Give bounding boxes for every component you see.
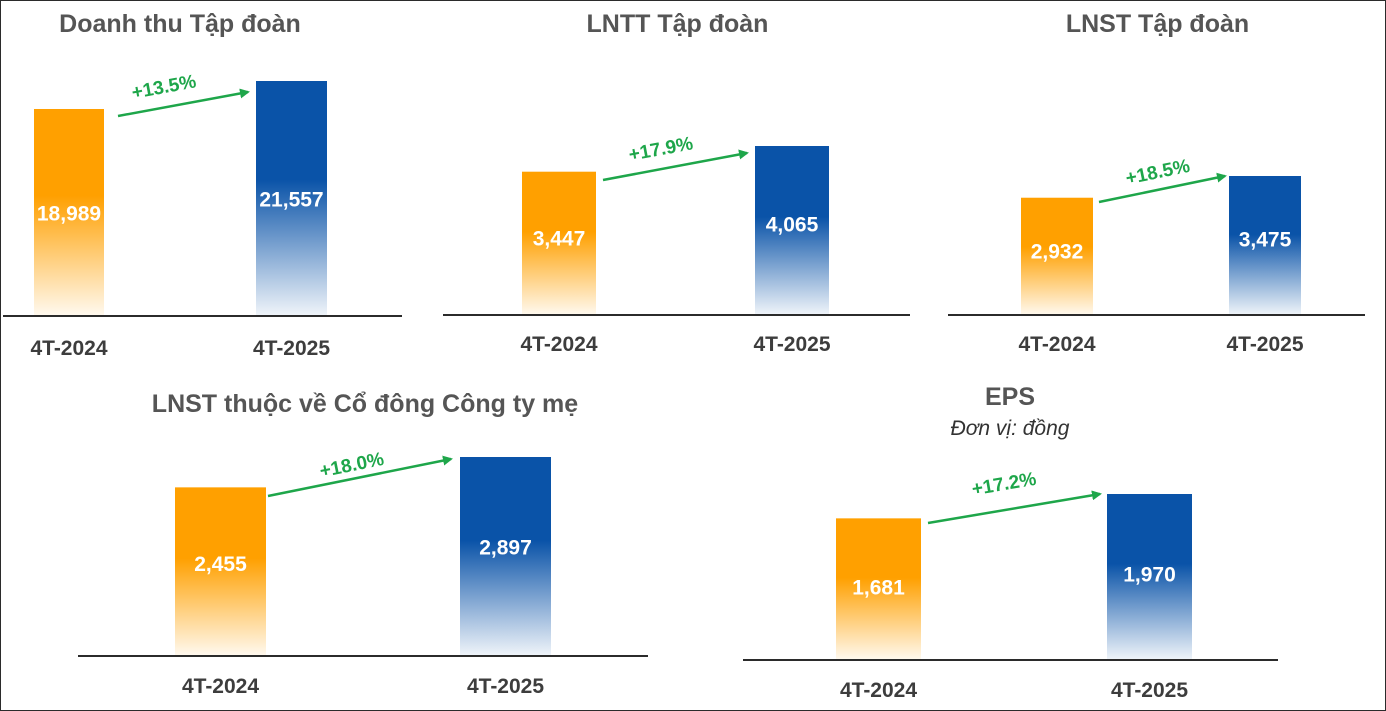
- bar-4t-2025: [1107, 494, 1192, 660]
- chart-panel-profit-after-tax: LNST Tập đoàn 2,932 4T-2024 3,475 4T-2025 +1…: [945, 0, 1370, 380]
- chart-panel-revenue: Doanh thu Tập đoàn 18,989 4T-2024 21,557 4T…: [0, 0, 410, 380]
- bar-4t-2024: [34, 108, 104, 316]
- growth-arrow: [267, 455, 453, 498]
- value-label: 3,475: [1239, 229, 1292, 252]
- chart-svg-eps: 1,681 4T-2024 1,970 4T-2025 +17.2%: [743, 469, 1278, 702]
- growth-label: +17.9%: [627, 133, 695, 166]
- bar-4t-2025: [755, 146, 829, 315]
- growth-label: +13.5%: [130, 71, 198, 104]
- value-label: 4,065: [766, 214, 819, 237]
- growth-label: +18.0%: [318, 449, 386, 482]
- value-label: 1,970: [1123, 564, 1176, 587]
- chart-panel-eps: EPS Đơn vị: đồng 1,681 4T-2024 1,970 4T-202…: [740, 375, 1280, 705]
- category-label: 4T-2024: [840, 679, 917, 702]
- bar-4t-2025: [256, 81, 327, 316]
- value-label: 18,989: [37, 202, 101, 225]
- growth-arrow: [602, 149, 749, 182]
- category-label: 4T-2025: [1111, 679, 1188, 702]
- chart-title: LNST thuộc về Cổ đông Công ty mẹ: [151, 390, 579, 418]
- category-label: 4T-2025: [467, 675, 544, 698]
- category-label: 4T-2025: [253, 337, 330, 360]
- value-label: 2,455: [194, 553, 247, 576]
- growth-label: +17.2%: [970, 469, 1038, 501]
- growth-arrow: [927, 490, 1102, 525]
- chart-title: EPS: [984, 383, 1036, 411]
- value-label: 21,557: [259, 189, 323, 212]
- category-label: 4T-2025: [753, 333, 830, 356]
- value-label: 3,447: [533, 228, 586, 251]
- chart-svg-revenue: 18,989 4T-2024 21,557 4T-2025 +13.5%: [3, 71, 402, 360]
- chart-title: LNTT Tập đoàn: [586, 10, 769, 38]
- bar-4t-2024: [522, 171, 596, 315]
- chart-panel-profit-before-tax: LNTT Tập đoàn 3,447 4T-2024 4,065 4T-2025 +1…: [440, 0, 915, 380]
- bar-4t-2024: [175, 487, 266, 656]
- growth-arrow: [117, 88, 250, 118]
- bar-4t-2024: [836, 518, 921, 660]
- chart-title: LNST Tập đoàn: [1065, 10, 1250, 38]
- chart-svg-parent-profit: 2,455 4T-2024 2,897 4T-2025 +18.0%: [78, 449, 648, 698]
- category-label: 4T-2025: [1226, 333, 1303, 356]
- category-label: 4T-2024: [520, 333, 597, 356]
- category-label: 4T-2024: [1018, 333, 1095, 356]
- category-label: 4T-2024: [182, 675, 259, 698]
- growth-arrow: [1098, 172, 1227, 204]
- bar-4t-2025: [1229, 176, 1301, 315]
- value-label: 2,897: [479, 537, 532, 560]
- chart-title: Doanh thu Tập đoàn: [59, 10, 301, 38]
- bar-4t-2024: [1021, 197, 1093, 315]
- value-label: 1,681: [852, 576, 905, 599]
- chart-panel-parent-profit: LNST thuộc về Cổ đông Công ty mẹ 2,455 4T…: [75, 375, 655, 705]
- chart-svg-profit-before-tax: 3,447 4T-2024 4,065 4T-2025 +17.9%: [443, 133, 910, 356]
- chart-subtitle: Đơn vị: đồng: [950, 417, 1070, 440]
- value-label: 2,932: [1031, 240, 1084, 263]
- category-label: 4T-2024: [30, 337, 107, 360]
- bar-4t-2025: [460, 457, 551, 656]
